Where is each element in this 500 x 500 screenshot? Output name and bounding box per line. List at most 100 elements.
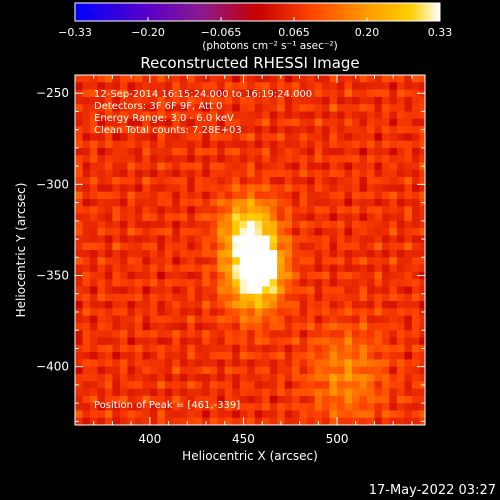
heatmap-cell xyxy=(179,75,188,83)
heatmap-cell xyxy=(232,235,241,244)
heatmap-cell xyxy=(292,198,301,207)
heatmap-cell xyxy=(254,308,263,317)
heatmap-cell xyxy=(299,250,308,258)
heatmap-cell xyxy=(292,381,301,390)
heatmap-cell xyxy=(164,388,173,397)
heatmap-cell xyxy=(254,75,263,83)
heatmap-cell xyxy=(194,381,203,390)
heatmap-cell xyxy=(104,373,114,382)
heatmap-cell xyxy=(97,286,106,295)
heatmap-cell xyxy=(359,220,368,229)
heatmap-cell xyxy=(82,235,91,244)
heatmap-cell xyxy=(202,220,211,229)
heatmap-cell xyxy=(157,395,166,404)
heatmap-cell xyxy=(337,315,346,324)
heatmap-cell xyxy=(179,96,188,105)
heatmap-cell xyxy=(262,89,271,98)
heatmap-cell xyxy=(172,206,181,215)
heatmap-cell xyxy=(262,169,271,178)
heatmap-cell xyxy=(374,82,383,91)
heatmap-cell xyxy=(89,279,99,288)
heatmap-cell xyxy=(157,359,166,368)
heatmap-cell xyxy=(344,359,353,368)
heatmap-cell xyxy=(284,184,293,193)
heatmap-cell xyxy=(104,126,114,134)
heatmap-cell xyxy=(149,322,158,331)
heatmap-cell xyxy=(299,89,308,98)
heatmap-cell xyxy=(194,395,203,404)
heatmap-cell xyxy=(299,191,308,200)
heatmap-cell xyxy=(89,104,99,113)
heatmap-cell xyxy=(179,366,188,375)
heatmap-cell xyxy=(112,410,121,419)
heatmap-cell xyxy=(187,162,196,171)
y-tick-label: −400 xyxy=(36,360,69,374)
heatmap-cell xyxy=(194,250,203,258)
heatmap-cell xyxy=(112,264,121,273)
heatmap-cell xyxy=(134,293,143,302)
heatmap-cell xyxy=(262,198,271,207)
heatmap-cell xyxy=(374,301,383,309)
heatmap-cell xyxy=(209,257,218,266)
heatmap-cell xyxy=(157,104,166,113)
heatmap-cell xyxy=(329,75,338,83)
heatmap-cell xyxy=(119,213,129,222)
heatmap-cell xyxy=(277,366,286,375)
heatmap-cell xyxy=(232,301,241,309)
heatmap-cell xyxy=(307,242,316,251)
heatmap-cell xyxy=(247,162,256,171)
heatmap-cell xyxy=(329,330,338,339)
heatmap-cell xyxy=(232,315,241,324)
heatmap-cell xyxy=(149,147,158,156)
heatmap-cell xyxy=(277,286,286,295)
heatmap-cell xyxy=(404,395,413,404)
heatmap-cell xyxy=(396,242,406,251)
heatmap-cell xyxy=(344,388,353,397)
heatmap-cell xyxy=(217,381,226,390)
heatmap-cell xyxy=(119,279,129,288)
heatmap-cell xyxy=(112,366,121,375)
heatmap-cell xyxy=(172,96,181,105)
heatmap-cell xyxy=(277,155,286,164)
heatmap-cell xyxy=(389,235,398,244)
heatmap-cell xyxy=(299,388,308,397)
heatmap-cell xyxy=(217,198,226,207)
heatmap-cell xyxy=(75,177,84,185)
heatmap-cell xyxy=(202,111,211,120)
heatmap-cell xyxy=(269,75,278,83)
heatmap-cell xyxy=(97,206,106,215)
heatmap-cell xyxy=(262,162,271,171)
heatmap-cell xyxy=(149,403,158,412)
heatmap-cell xyxy=(314,191,323,200)
heatmap-cell xyxy=(104,147,114,156)
heatmap-cell xyxy=(419,206,425,215)
heatmap-cell xyxy=(104,264,114,273)
heatmap-cell xyxy=(419,286,425,295)
heatmap-cell xyxy=(329,410,338,419)
heatmap-cell xyxy=(322,96,331,105)
heatmap-cell xyxy=(307,191,316,200)
heatmap-cell xyxy=(119,177,129,185)
heatmap-cell xyxy=(232,191,241,200)
heatmap-cell xyxy=(202,250,211,258)
heatmap-cell xyxy=(299,301,308,309)
heatmap-cell xyxy=(172,118,181,127)
heatmap-cell xyxy=(194,373,203,382)
heatmap-cell xyxy=(97,118,106,127)
heatmap-cell xyxy=(112,75,121,83)
heatmap-cell xyxy=(217,220,226,229)
heatmap-cell xyxy=(329,264,338,273)
heatmap-cell xyxy=(172,337,181,346)
heatmap-cell xyxy=(419,322,425,331)
heatmap-cell xyxy=(202,177,211,185)
heatmap-cell xyxy=(217,315,226,324)
heatmap-cell xyxy=(337,75,346,83)
heatmap-cell xyxy=(75,184,84,193)
heatmap-cell xyxy=(217,147,226,156)
heatmap-cell xyxy=(157,133,166,142)
heatmap-cell xyxy=(411,330,420,339)
heatmap-cell xyxy=(322,403,331,412)
heatmap-cell xyxy=(149,271,158,280)
heatmap-cell xyxy=(389,395,398,404)
heatmap-cell xyxy=(344,75,353,83)
